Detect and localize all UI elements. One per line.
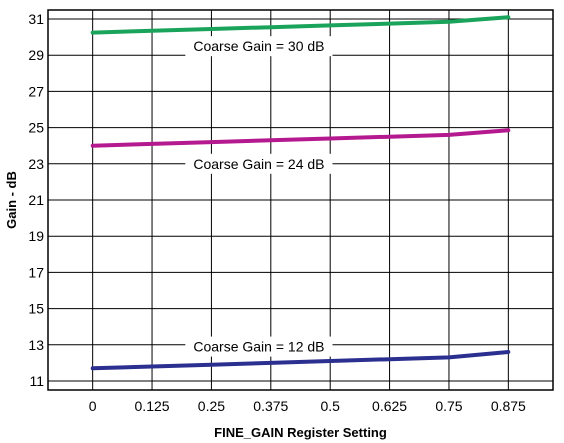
y-tick-label: 13 bbox=[28, 337, 44, 353]
series-annotation: Coarse Gain = 30 dB bbox=[185, 36, 333, 57]
y-tick-label: 31 bbox=[28, 11, 44, 27]
x-tick-label: 0.125 bbox=[135, 398, 170, 414]
annotations: Coarse Gain = 30 dB Coarse Gain = 24 dB Co… bbox=[185, 36, 333, 357]
y-tick-label: 27 bbox=[28, 83, 44, 99]
x-tick-label: 0.875 bbox=[491, 398, 526, 414]
annotation-text: Coarse Gain = 12 dB bbox=[193, 339, 324, 355]
annotation-background bbox=[185, 36, 333, 57]
series-line bbox=[90, 350, 511, 371]
x-tick-label: 0.375 bbox=[253, 398, 288, 414]
y-tick-label: 15 bbox=[28, 301, 44, 317]
y-tick-label: 19 bbox=[28, 228, 44, 244]
annotation-background bbox=[185, 336, 333, 357]
plot-frame bbox=[47, 9, 554, 391]
y-tick-label: 17 bbox=[28, 264, 44, 280]
annotation-text: Coarse Gain = 24 dB bbox=[193, 156, 324, 172]
x-tick-label: 0.625 bbox=[372, 398, 407, 414]
x-axis-title: FINE_GAIN Register Setting bbox=[214, 425, 387, 440]
series-annotation: Coarse Gain = 12 dB bbox=[185, 336, 333, 357]
series-line bbox=[90, 15, 511, 35]
y-tick-label: 21 bbox=[28, 192, 44, 208]
y-tick-label: 11 bbox=[29, 373, 44, 389]
y-tick-label: 29 bbox=[28, 47, 44, 63]
annotation-background bbox=[185, 153, 333, 174]
y-axis-title: Gain - dB bbox=[4, 171, 19, 229]
x-tick-label: 0.25 bbox=[198, 398, 225, 414]
x-tick-label: 0 bbox=[89, 398, 97, 414]
x-tick-label: 0.75 bbox=[435, 398, 462, 414]
grid bbox=[48, 10, 553, 390]
series-line bbox=[90, 128, 511, 148]
x-tick-labels: 0 0.125 0.25 0.375 0.5 0.625 0.75 0.875 bbox=[89, 398, 526, 414]
y-tick-labels: 11 13 15 17 19 21 23 25 27 29 31 bbox=[28, 11, 44, 389]
y-tick-label: 23 bbox=[28, 156, 44, 172]
series-layer bbox=[90, 15, 511, 371]
y-tick-label: 25 bbox=[28, 120, 44, 136]
x-tick-label: 0.5 bbox=[320, 398, 340, 414]
series-annotation: Coarse Gain = 24 dB bbox=[185, 153, 333, 174]
annotation-text: Coarse Gain = 30 dB bbox=[193, 38, 324, 54]
